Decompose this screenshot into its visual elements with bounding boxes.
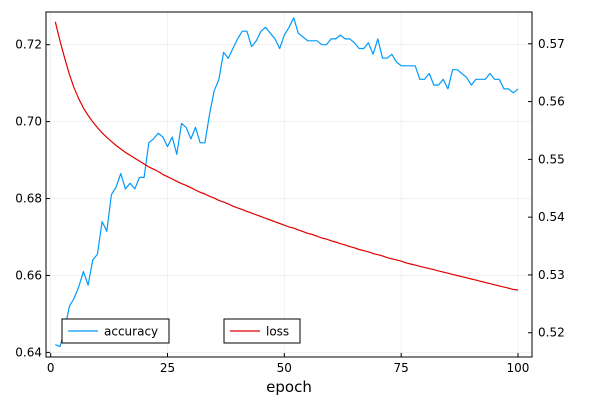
y-left-tick-label: 0.70 [15, 115, 42, 129]
y-right-axis-ticks: 0.52 0.53 0.54 0.55 0.56 0.57 [528, 37, 565, 340]
legend-label: accuracy [104, 325, 158, 339]
series-line-loss [54, 21, 519, 291]
y-left-tick-label: 0.72 [15, 38, 42, 52]
grid-lines [46, 12, 532, 357]
y-left-axis-ticks: 0.64 0.66 0.68 0.70 0.72 [15, 38, 50, 359]
x-tick-label: 50 [277, 361, 292, 375]
x-tick-label: 0 [47, 361, 55, 375]
y-right-tick-label: 0.56 [538, 95, 565, 109]
y-right-tick-label: 0.57 [538, 37, 565, 51]
y-right-tick-label: 0.52 [538, 326, 565, 340]
x-axis-label: epoch [266, 378, 312, 396]
y-left-tick-label: 0.64 [15, 345, 42, 359]
y-left-tick-label: 0.66 [15, 268, 42, 282]
y-right-tick-label: 0.54 [538, 210, 565, 224]
y-right-tick-label: 0.55 [538, 152, 565, 166]
legend-label: loss [266, 325, 289, 339]
plot-frame [45, 11, 533, 358]
x-tick-label: 75 [394, 361, 409, 375]
x-tick-label: 100 [507, 361, 530, 375]
legend-entry-loss: loss [223, 318, 301, 344]
series-line-accuracy [55, 17, 519, 348]
x-axis-ticks: 0 25 50 75 100 [47, 353, 530, 375]
series-layer [54, 17, 519, 348]
y-right-tick-label: 0.53 [538, 268, 565, 282]
x-tick-label: 25 [160, 361, 175, 375]
legend-entry-accuracy: accuracy [61, 318, 170, 344]
y-left-tick-label: 0.68 [15, 192, 42, 206]
